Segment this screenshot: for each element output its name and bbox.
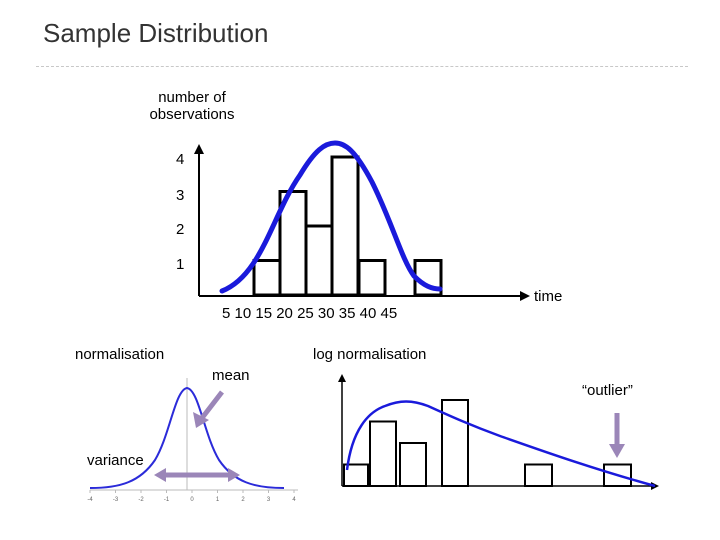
outlier-arrowhead (609, 444, 625, 458)
top-chart-ytick: 1 (176, 256, 185, 273)
top-x-axis-arrowhead (520, 291, 530, 301)
outlier-label: “outlier” (582, 382, 633, 399)
variance-label: variance (87, 452, 144, 469)
normal-x-tick-label: 1 (216, 497, 220, 503)
normal-x-tick-label: 2 (241, 497, 245, 503)
mean-arrowhead (193, 412, 209, 428)
normalisation-title: normalisation (75, 346, 165, 363)
top-y-axis-arrowhead (194, 144, 204, 154)
log-normal-histogram (338, 374, 659, 490)
top-chart-ytick: 4 (176, 151, 185, 168)
top-chart-xlabel: time (534, 288, 563, 305)
log-histogram-bar (369, 420, 397, 487)
mean-arrow (200, 390, 224, 420)
top-histogram-bar (357, 259, 387, 297)
top-chart-ylabel-line1: number of (158, 89, 226, 106)
normal-x-tick-label: -2 (138, 497, 144, 503)
top-distribution-curve (219, 140, 443, 294)
top-chart-xticks: 5 10 15 20 25 30 35 40 45 (222, 305, 398, 322)
variance-arrowhead-left (154, 468, 166, 482)
log-normalisation-title: log normalisation (313, 346, 427, 363)
normal-x-tick-label: -1 (164, 497, 170, 503)
mean-label: mean (212, 367, 250, 384)
top-chart-ylabel-line2: observations (149, 106, 235, 123)
top-chart-ytick: 2 (176, 221, 185, 238)
normal-x-tick-label: -3 (113, 497, 119, 503)
slide-title: Sample Distribution (43, 18, 269, 48)
log-normal-curve (345, 400, 656, 488)
top-histogram (194, 140, 530, 301)
log-histogram-bar (343, 463, 369, 487)
log-y-axis-arrowhead (338, 374, 346, 382)
normal-distribution-plot: -4 -3 -2 -1 0 1 2 3 4 (87, 378, 298, 503)
top-histogram-bar (252, 259, 282, 297)
variance-arrowhead-right (228, 468, 240, 482)
normal-x-tick-label: 3 (267, 497, 271, 503)
title-divider (36, 66, 688, 67)
normal-x-tick-label: -4 (87, 497, 93, 503)
top-histogram-bar (304, 224, 334, 297)
log-histogram-bar (399, 442, 427, 487)
normal-x-tick-label: 0 (190, 497, 194, 503)
top-chart-ylabel: number of observations (142, 89, 242, 123)
log-histogram-bar (524, 463, 553, 487)
top-chart-ytick: 3 (176, 187, 185, 204)
normal-x-tick-label: 4 (292, 497, 296, 503)
top-histogram-bar (330, 155, 360, 297)
